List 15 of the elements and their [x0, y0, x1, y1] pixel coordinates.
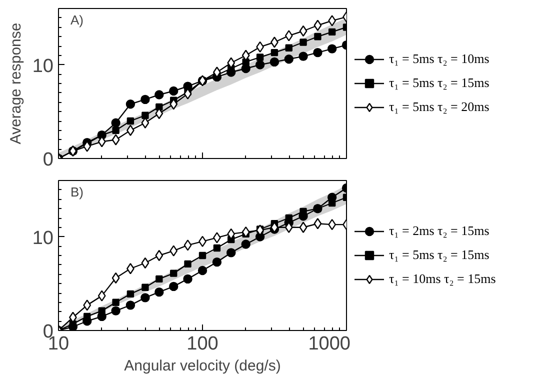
x-tick-label: 100: [186, 334, 218, 354]
legend-label: τ₁ = 5ms τ₂ = 15ms: [389, 75, 490, 91]
y-tick-label: 10: [32, 56, 54, 77]
y-tick-label: 10: [32, 228, 54, 249]
legend-label: τ₁ = 2ms τ₂ = 15ms: [389, 223, 490, 239]
annotation: A): [70, 12, 84, 28]
legend-label: τ₁ = 5ms τ₂ = 20ms: [389, 99, 490, 115]
y-tick-label: 0: [42, 150, 54, 170]
y-axis-title: Average response: [7, 22, 24, 144]
x-axis-title: Angular velocity (deg/s): [124, 358, 281, 374]
legend-label: τ₁ = 10ms τ₂ = 15ms: [389, 271, 496, 287]
legend-label: τ₁ = 5ms τ₂ = 15ms: [389, 247, 490, 263]
annotation: B): [70, 184, 84, 200]
legend-label: τ₁ = 5ms τ₂ = 10ms: [389, 51, 490, 67]
x-tick-label: 1000: [308, 334, 351, 354]
